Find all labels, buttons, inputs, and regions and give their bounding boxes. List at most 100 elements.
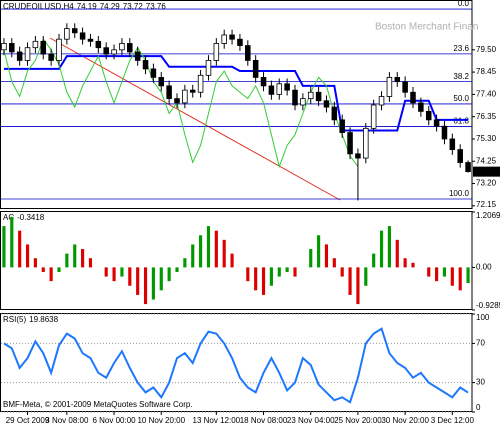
ac-bar xyxy=(191,244,195,268)
ac-bar xyxy=(403,258,407,268)
ac-header: AC -0.3418 xyxy=(3,213,45,222)
fib-label: 38.2 xyxy=(453,72,469,81)
fib-label: 23.6 xyxy=(453,44,469,53)
ac-bar xyxy=(49,267,53,282)
candle-body xyxy=(370,104,377,129)
ac-bar xyxy=(348,267,352,295)
ac-bar xyxy=(411,262,415,268)
ac-bar xyxy=(222,239,226,268)
candle-body xyxy=(425,110,432,121)
candle-body xyxy=(95,40,102,49)
ac-bar xyxy=(2,226,6,268)
y-tick-label: 73.20 xyxy=(476,179,497,188)
ac-bar xyxy=(364,267,368,286)
candle-body xyxy=(292,89,298,106)
y-tick-label: 74.25 xyxy=(476,156,497,165)
fib-label: 61.8 xyxy=(453,117,469,126)
ac-bar xyxy=(261,267,266,295)
candle-body xyxy=(394,77,401,83)
candle-body xyxy=(111,49,117,55)
candle-body xyxy=(276,83,283,95)
candle-body xyxy=(166,85,172,100)
ac-bar xyxy=(214,230,218,268)
y-tick-label: 0 xyxy=(476,403,481,412)
ac-bar xyxy=(206,226,211,268)
current-price: 73.76 xyxy=(476,167,497,176)
ac-bar xyxy=(269,267,273,286)
ac-bar xyxy=(57,267,61,272)
y-tick-label: 1.2069 xyxy=(476,211,500,220)
y-tick-label: 76.35 xyxy=(476,112,497,121)
candle-body xyxy=(103,47,109,55)
y-tick-label: 0.00 xyxy=(476,262,492,271)
candle-body xyxy=(315,91,322,102)
candle-body xyxy=(237,38,243,46)
candle-body xyxy=(221,34,227,44)
ac-bar xyxy=(88,258,93,268)
ac-bar xyxy=(33,258,37,268)
ac-bar xyxy=(285,267,289,272)
candle-body xyxy=(79,32,86,40)
rsi-line xyxy=(3,327,469,404)
candle-body xyxy=(229,34,235,40)
indicator-line xyxy=(3,55,469,132)
candle-body xyxy=(134,51,141,61)
candle-body xyxy=(182,89,188,104)
ac-bar xyxy=(356,267,360,305)
ac-bar xyxy=(65,253,69,268)
candle-body xyxy=(307,91,314,100)
ac-bar xyxy=(372,253,376,268)
ac-bar xyxy=(25,244,30,268)
y-tick-label: 78.45 xyxy=(476,67,497,76)
trend-line xyxy=(49,37,341,201)
candle-body xyxy=(433,119,440,127)
candle-body xyxy=(71,28,78,34)
candle-body xyxy=(260,77,267,87)
candle-body xyxy=(24,47,31,61)
y-tick-label: 100 xyxy=(476,313,490,322)
close: 73.76 xyxy=(146,2,167,11)
ac-bar xyxy=(293,267,297,277)
candle-body xyxy=(347,132,353,155)
fib-label: 0.0 xyxy=(458,0,470,8)
ac-bar xyxy=(442,267,447,277)
ac-bar xyxy=(466,267,470,284)
current-price-box xyxy=(473,166,500,177)
candle-body xyxy=(1,43,7,51)
candle-body xyxy=(323,100,330,108)
x-tick-label: 29 Oct 2009 xyxy=(6,416,50,425)
ac-panel xyxy=(0,211,473,310)
ac-bar xyxy=(317,235,321,268)
candle-body xyxy=(457,149,463,163)
candle-body xyxy=(48,53,54,61)
x-tick-label: 30 Nov 20:00 xyxy=(381,416,429,425)
candle-body xyxy=(197,74,204,93)
ac-bar xyxy=(81,249,85,268)
candle-body xyxy=(174,98,180,104)
candle-body xyxy=(87,38,94,42)
x-tick-label: 10 Nov 20:00 xyxy=(137,416,185,425)
candle-body xyxy=(127,43,133,53)
ac-bar xyxy=(450,267,454,286)
y-tick-label: -0.9285 xyxy=(476,301,500,310)
rsi-title: RSI(5) xyxy=(3,315,26,324)
candle-body xyxy=(268,85,275,95)
candle-body xyxy=(252,60,259,78)
ac-bar xyxy=(183,258,187,268)
candle-body xyxy=(64,28,70,40)
rsi-panel xyxy=(0,313,473,412)
candle-body xyxy=(441,125,448,140)
x-tick-label: 13 Nov 12:00 xyxy=(193,416,241,425)
ac-bar xyxy=(387,226,391,268)
rsi-header: RSI(5) 19.8638 xyxy=(3,315,59,324)
ac-bar xyxy=(18,230,22,268)
ac-bar xyxy=(167,267,171,282)
y-tick-label: 30 xyxy=(476,378,485,387)
fib-label: 100.0 xyxy=(449,189,470,198)
y-tick-label: 79.50 xyxy=(476,45,497,54)
ac-bar xyxy=(73,244,77,268)
candle-body xyxy=(339,119,345,133)
candle-body xyxy=(418,102,424,112)
y-tick-label: 75.30 xyxy=(476,134,497,143)
